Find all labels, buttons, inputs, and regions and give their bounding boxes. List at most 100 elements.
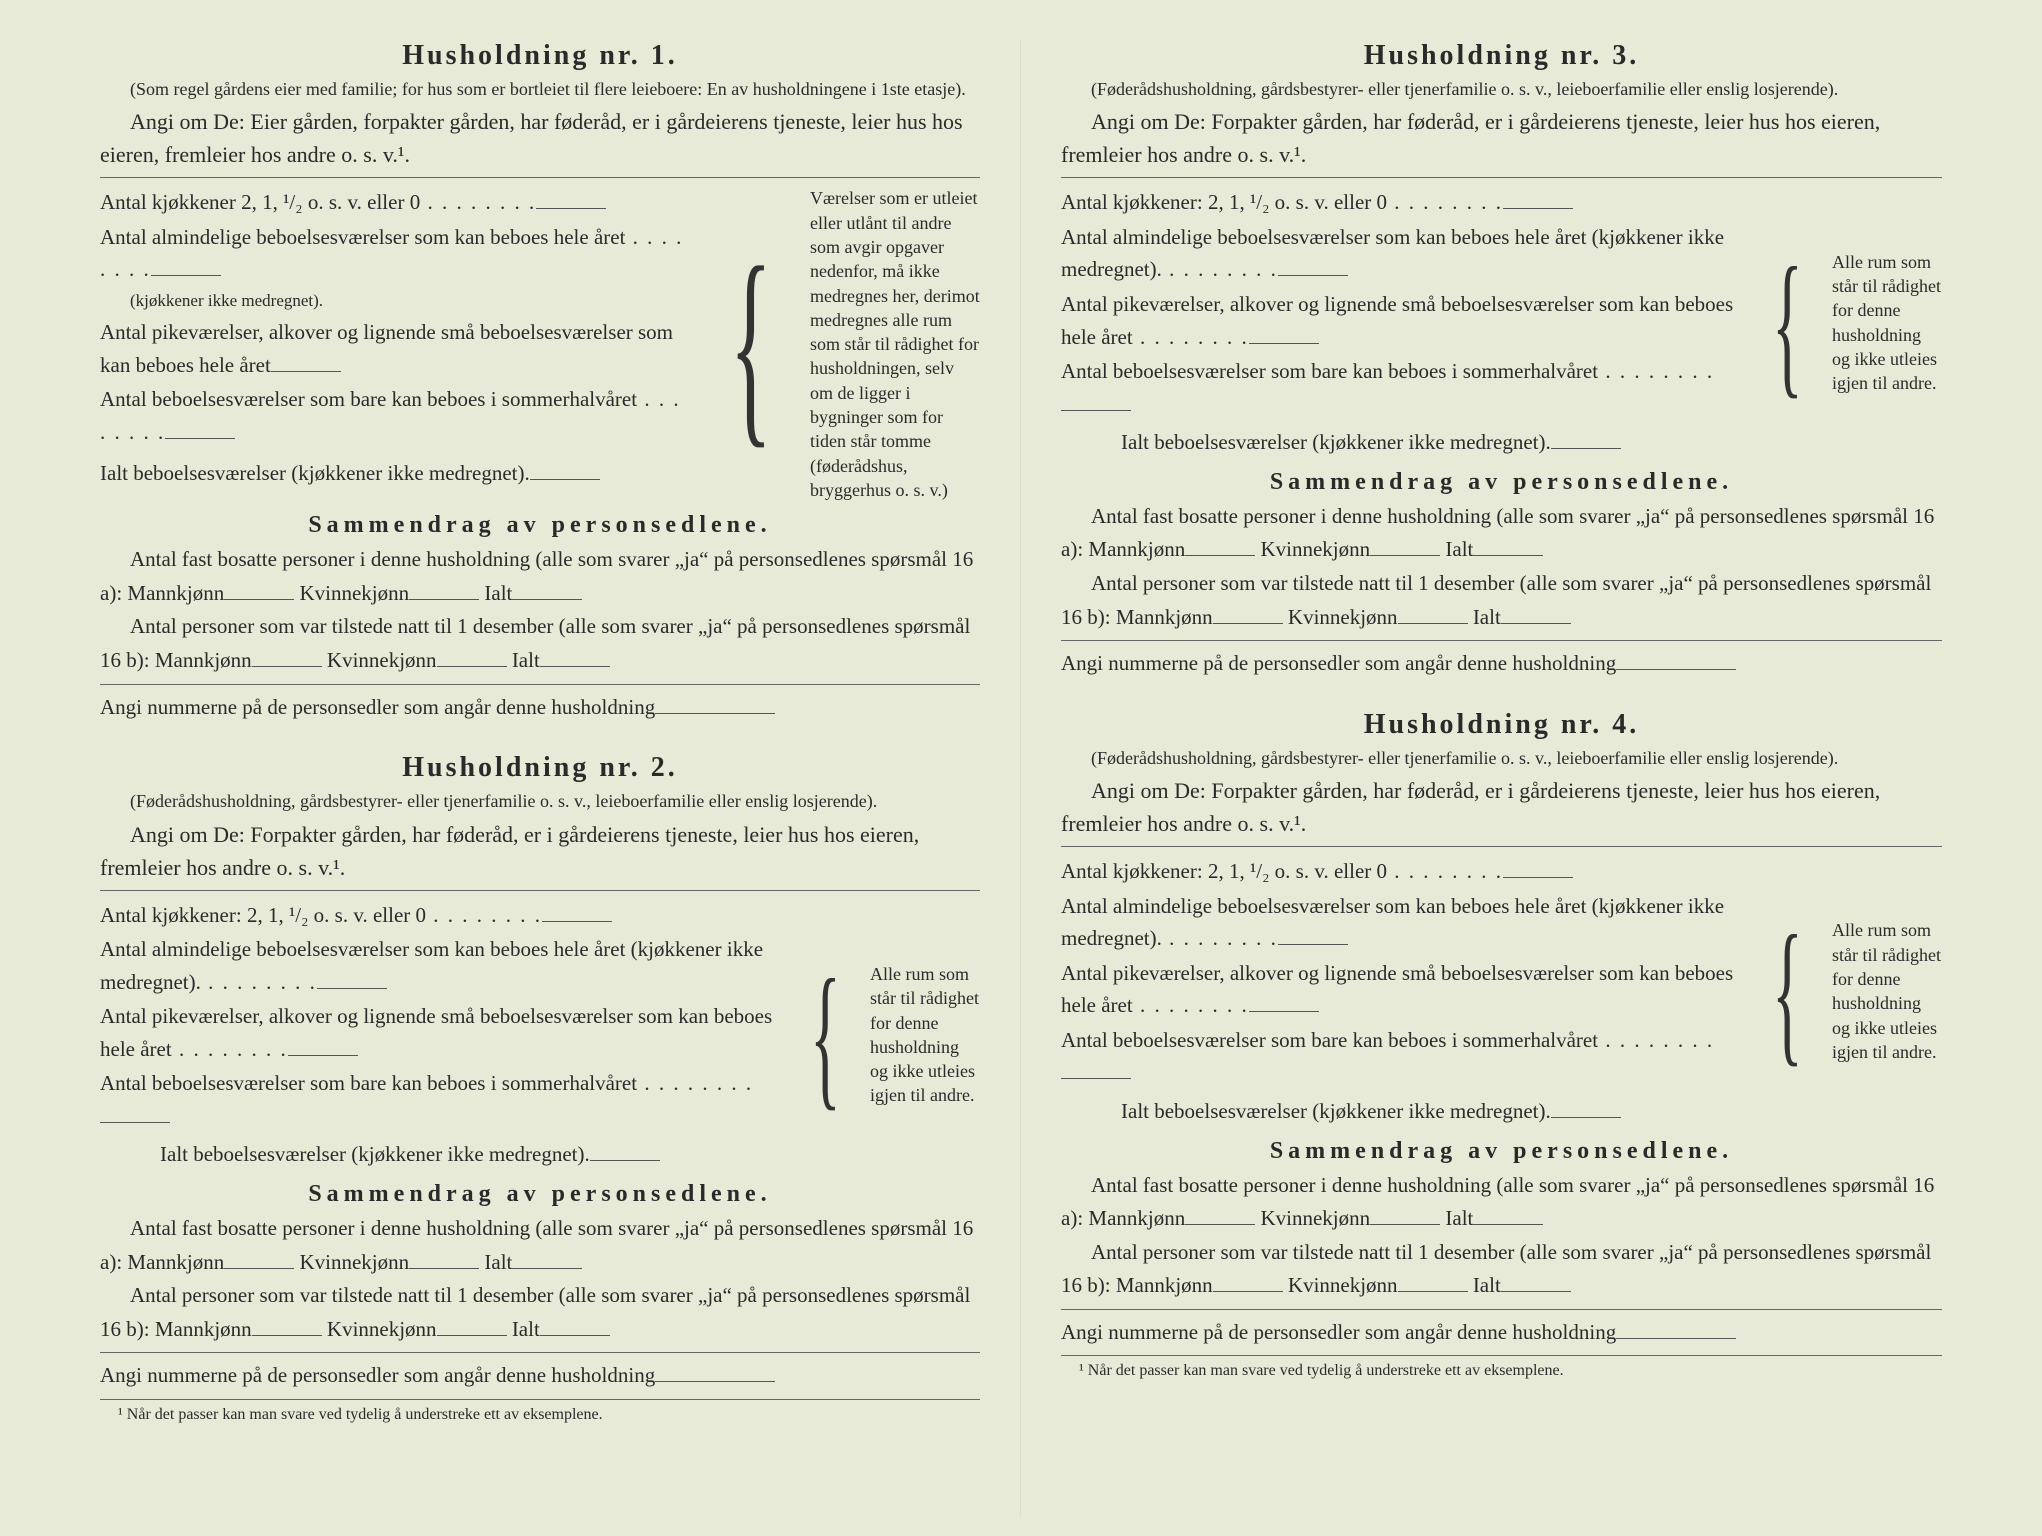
blank: [536, 190, 606, 210]
room-alm-4: Antal almindelige beboelsesværelser som …: [1061, 894, 1724, 951]
blank: [1503, 858, 1573, 878]
blank: [409, 1249, 479, 1269]
divider: [100, 890, 980, 891]
sum-p1c: Ialt: [484, 581, 512, 605]
household-2-sidenote: Alle rum som står til rådighet for denne…: [870, 962, 980, 1108]
divider: [1061, 1355, 1942, 1356]
blank: [252, 1316, 322, 1336]
room-alm-2: Antal almindelige beboelsesværelser som …: [100, 937, 763, 994]
blank: [1616, 1319, 1736, 1339]
summary-heading-1: Sammendrag av personsedlene.: [100, 512, 980, 539]
summary-3-line1: Antal fast bosatte personer i denne hush…: [1061, 500, 1942, 567]
brace-icon: {: [1772, 919, 1803, 1063]
room-sommer-3: Antal beboelsesværelser som bare kan beb…: [1061, 359, 1598, 383]
blank: [409, 580, 479, 600]
household-1-rooms: Antal kjøkkener 2, 1, ¹/₂ o. s. v. eller…: [100, 186, 692, 491]
sum3-p1c: Ialt: [1445, 537, 1473, 561]
summary-heading-4: Sammendrag av personsedlene.: [1061, 1138, 1942, 1165]
blank: [1616, 650, 1736, 670]
room-total-2: Ialt beboelsesværelser (kjøkkener ikke m…: [160, 1142, 590, 1166]
blank: [540, 647, 610, 667]
blank: [540, 1316, 610, 1336]
summary-heading-2: Sammendrag av personsedlene.: [100, 1181, 980, 1208]
summary-1-line2: Antal personer som var tilstede natt til…: [100, 610, 980, 677]
dots: [1598, 359, 1714, 383]
nums-label-3: Angi nummerne på de personsedler som ang…: [1061, 651, 1616, 675]
room-pike: Antal pikeværelser, alkover og lignende …: [100, 320, 673, 377]
divider: [100, 177, 980, 178]
summary-4-line2: Antal personer som var tilstede natt til…: [1061, 1236, 1942, 1303]
divider: [100, 1352, 980, 1353]
blank: [1551, 1098, 1621, 1118]
blank: [252, 647, 322, 667]
household-3-rooms: Antal kjøkkener: 2, 1, ¹/₂ o. s. v. elle…: [1061, 186, 1743, 458]
sum2-p2b: Kvinnekjønn: [327, 1317, 437, 1341]
divider: [1061, 1309, 1942, 1310]
blank: [1061, 1060, 1131, 1080]
room-total-4: Ialt beboelsesværelser (kjøkkener ikke m…: [1121, 1099, 1551, 1123]
household-1-title: Husholdning nr. 1.: [100, 40, 980, 72]
blank: [512, 580, 582, 600]
sum4-p2c: Ialt: [1473, 1273, 1501, 1297]
blank: [224, 580, 294, 600]
dots: [1387, 859, 1503, 883]
room-alm: Antal almindelige beboelsesværelser som …: [100, 225, 625, 249]
summary-heading-3: Sammendrag av personsedlene.: [1061, 469, 1942, 496]
summary-1-nums: Angi nummerne på de personsedler som ang…: [100, 691, 980, 725]
household-2-title: Husholdning nr. 2.: [100, 752, 980, 784]
household-4-title: Husholdning nr. 4.: [1061, 709, 1942, 741]
dots: [426, 903, 542, 927]
sum3-p2b: Kvinnekjønn: [1288, 605, 1398, 629]
summary-2-line2: Antal personer som var tilstede natt til…: [100, 1279, 980, 1346]
household-3-rooms-row: Antal kjøkkener: 2, 1, ¹/₂ o. s. v. elle…: [1061, 186, 1942, 458]
blank: [1473, 1205, 1543, 1225]
household-4-sidenote: Alle rum som står til rådighet for denne…: [1832, 918, 1942, 1064]
sum2-p1b: Kvinnekjønn: [299, 1250, 409, 1274]
blank: [1213, 604, 1283, 624]
sum3-p2c: Ialt: [1473, 605, 1501, 629]
sum2-p2c: Ialt: [512, 1317, 540, 1341]
blank: [530, 460, 600, 480]
footnote-left: ¹ Når det passer kan man svare ved tydel…: [100, 1406, 980, 1424]
blank: [1501, 1272, 1571, 1292]
dots: [172, 1037, 288, 1061]
blank: [1398, 1272, 1468, 1292]
summary-2-line1: Antal fast bosatte personer i denne hush…: [100, 1212, 980, 1279]
room-sommer-2: Antal beboelsesværelser som bare kan beb…: [100, 1071, 637, 1095]
blank: [1503, 190, 1573, 210]
dots: [1162, 257, 1278, 281]
household-2-rooms: Antal kjøkkener: 2, 1, ¹/₂ o. s. v. elle…: [100, 899, 781, 1171]
dots: [1598, 1028, 1714, 1052]
brace-icon: {: [810, 963, 841, 1107]
household-2-intro: (Føderådshusholdning, gårdsbestyrer- ell…: [100, 790, 980, 813]
blank: [655, 1362, 775, 1382]
sum2-p1c: Ialt: [484, 1250, 512, 1274]
household-4-rooms-row: Antal kjøkkener: 2, 1, ¹/₂ o. s. v. elle…: [1061, 855, 1942, 1127]
household-2-angi: Angi om De: Forpakter gården, har føderå…: [100, 818, 980, 884]
blank: [1551, 429, 1621, 449]
divider: [1061, 846, 1942, 847]
sum4-p2b: Kvinnekjønn: [1288, 1273, 1398, 1297]
sum4-p1c: Ialt: [1445, 1206, 1473, 1230]
blank: [100, 1103, 170, 1123]
room-sommer-4: Antal beboelsesværelser som bare kan beb…: [1061, 1028, 1598, 1052]
dots: [201, 970, 317, 994]
blank: [151, 257, 221, 277]
household-3-intro: (Føderådshusholdning, gårdsbestyrer- ell…: [1061, 78, 1942, 101]
room-alm-3: Antal almindelige beboelsesværelser som …: [1061, 225, 1724, 282]
blank: [1370, 536, 1440, 556]
blank: [437, 647, 507, 667]
household-3-sidenote: Alle rum som står til rådighet for denne…: [1832, 250, 1942, 396]
dots: [420, 190, 536, 214]
room-kjokken-3: Antal kjøkkener: 2, 1, ¹/₂ o. s. v. elle…: [1061, 190, 1387, 214]
household-3: Husholdning nr. 3. (Føderådshusholdning,…: [1061, 40, 1942, 681]
footnote-right: ¹ Når det passer kan man svare ved tydel…: [1061, 1362, 1942, 1380]
blank: [1501, 604, 1571, 624]
divider: [100, 1399, 980, 1400]
blank: [1278, 925, 1348, 945]
nums-label: Angi nummerne på de personsedler som ang…: [100, 695, 655, 719]
divider: [1061, 640, 1942, 641]
blank: [1370, 1205, 1440, 1225]
blank: [437, 1316, 507, 1336]
blank: [271, 352, 341, 372]
